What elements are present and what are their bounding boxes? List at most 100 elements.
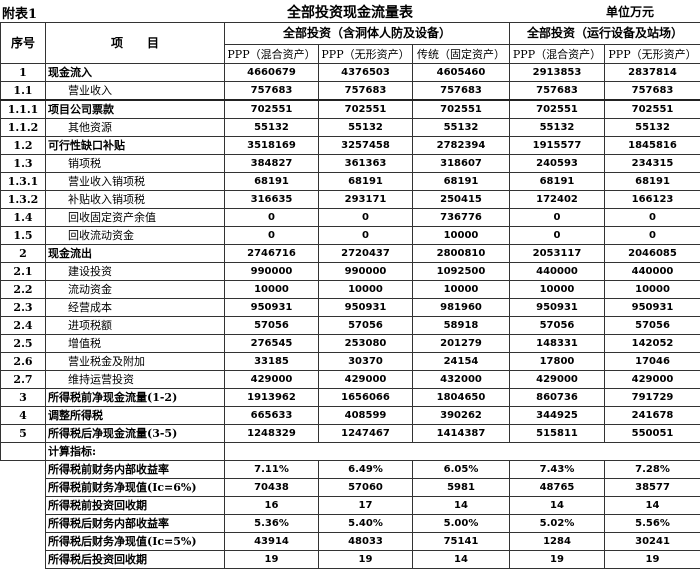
value-cell[interactable]: 10000 [510,281,605,299]
value-cell[interactable]: 4376503 [319,64,413,82]
empty-cell[interactable] [1,461,46,479]
value-cell[interactable]: 429000 [605,371,700,389]
value-cell[interactable]: 276545 [225,335,319,353]
row-item-cell[interactable]: 调整所得税 [46,407,225,425]
empty-cell[interactable] [1,443,46,461]
value-cell[interactable]: 16 [225,497,319,515]
empty-cell[interactable] [510,443,605,461]
value-cell[interactable]: 10000 [605,281,700,299]
value-cell[interactable]: 440000 [605,263,700,281]
value-cell[interactable]: 5.56% [605,515,700,533]
value-cell[interactable]: 757683 [319,82,413,101]
value-cell[interactable]: 55132 [413,119,510,137]
value-cell[interactable]: 293171 [319,191,413,209]
row-number-cell[interactable]: 3 [1,389,46,407]
value-cell[interactable]: 981960 [413,299,510,317]
empty-cell[interactable] [1,533,46,551]
value-cell[interactable]: 14 [413,551,510,569]
value-cell[interactable]: 2782394 [413,137,510,155]
row-number-cell[interactable]: 1.3.2 [1,191,46,209]
value-cell[interactable]: 432000 [413,371,510,389]
value-cell[interactable]: 2800810 [413,245,510,263]
value-cell[interactable]: 10000 [225,281,319,299]
empty-cell[interactable] [413,443,510,461]
value-cell[interactable]: 55132 [605,119,700,137]
value-cell[interactable]: 3518169 [225,137,319,155]
value-cell[interactable]: 990000 [319,263,413,281]
value-cell[interactable]: 0 [510,227,605,245]
value-cell[interactable]: 429000 [510,371,605,389]
row-number-cell[interactable]: 5 [1,425,46,443]
row-item-cell[interactable]: 经营成本 [46,299,225,317]
value-cell[interactable]: 253080 [319,335,413,353]
value-cell[interactable]: 1248329 [225,425,319,443]
row-item-cell[interactable]: 增值税 [46,335,225,353]
value-cell[interactable]: 0 [605,209,700,227]
row-number-cell[interactable]: 1.1.2 [1,119,46,137]
row-item-cell[interactable]: 其他资源 [46,119,225,137]
value-cell[interactable]: 19 [510,551,605,569]
value-cell[interactable]: 0 [225,209,319,227]
value-cell[interactable]: 24154 [413,353,510,371]
value-cell[interactable]: 19 [225,551,319,569]
value-cell[interactable]: 57056 [225,317,319,335]
value-cell[interactable]: 55132 [510,119,605,137]
row-number-cell[interactable]: 1.2 [1,137,46,155]
row-item-cell[interactable]: 所得税前净现金流量(1-2) [46,389,225,407]
value-cell[interactable]: 19 [319,551,413,569]
value-cell[interactable]: 68191 [413,173,510,191]
row-number-cell[interactable]: 1 [1,64,46,82]
row-item-cell[interactable]: 维持运营投资 [46,371,225,389]
value-cell[interactable]: 2837814 [605,64,700,82]
value-cell[interactable]: 2746716 [225,245,319,263]
indicator-item-cell[interactable]: 所得税前财务内部收益率 [46,461,225,479]
value-cell[interactable]: 990000 [225,263,319,281]
row-number-cell[interactable]: 1.1 [1,82,46,101]
value-cell[interactable]: 5.02% [510,515,605,533]
value-cell[interactable]: 791729 [605,389,700,407]
row-item-cell[interactable]: 现金流出 [46,245,225,263]
value-cell[interactable]: 1414387 [413,425,510,443]
row-item-cell[interactable]: 流动资金 [46,281,225,299]
value-cell[interactable]: 2913853 [510,64,605,82]
value-cell[interactable]: 10000 [413,227,510,245]
value-cell[interactable]: 1656066 [319,389,413,407]
row-item-cell[interactable]: 营业收入 [46,82,225,101]
row-number-cell[interactable]: 2.6 [1,353,46,371]
value-cell[interactable]: 14 [413,497,510,515]
value-cell[interactable]: 70438 [225,479,319,497]
indicator-item-cell[interactable]: 所得税后财务内部收益率 [46,515,225,533]
value-cell[interactable]: 4605460 [413,64,510,82]
value-cell[interactable]: 0 [225,227,319,245]
value-cell[interactable]: 1284 [510,533,605,551]
indicators-label-cell[interactable]: 计算指标: [46,443,225,461]
value-cell[interactable]: 48033 [319,533,413,551]
empty-cell[interactable] [225,443,319,461]
row-item-cell[interactable]: 可行性缺口补贴 [46,137,225,155]
value-cell[interactable]: 240593 [510,155,605,173]
value-cell[interactable]: 2053117 [510,245,605,263]
indicator-item-cell[interactable]: 所得税前投资回收期 [46,497,225,515]
value-cell[interactable]: 55132 [225,119,319,137]
value-cell[interactable]: 860736 [510,389,605,407]
value-cell[interactable]: 429000 [319,371,413,389]
value-cell[interactable]: 3257458 [319,137,413,155]
value-cell[interactable]: 316635 [225,191,319,209]
value-cell[interactable]: 0 [319,209,413,227]
value-cell[interactable]: 10000 [319,281,413,299]
row-number-cell[interactable]: 1.1.1 [1,100,46,119]
value-cell[interactable]: 30241 [605,533,700,551]
value-cell[interactable]: 7.11% [225,461,319,479]
value-cell[interactable]: 172402 [510,191,605,209]
row-number-cell[interactable]: 2.4 [1,317,46,335]
value-cell[interactable]: 68191 [510,173,605,191]
value-cell[interactable]: 250415 [413,191,510,209]
empty-cell[interactable] [1,551,46,569]
value-cell[interactable]: 57056 [510,317,605,335]
value-cell[interactable]: 408599 [319,407,413,425]
value-cell[interactable]: 57056 [319,317,413,335]
value-cell[interactable]: 142052 [605,335,700,353]
value-cell[interactable]: 2046085 [605,245,700,263]
value-cell[interactable]: 950931 [225,299,319,317]
row-item-cell[interactable]: 所得税后净现金流量(3-5) [46,425,225,443]
